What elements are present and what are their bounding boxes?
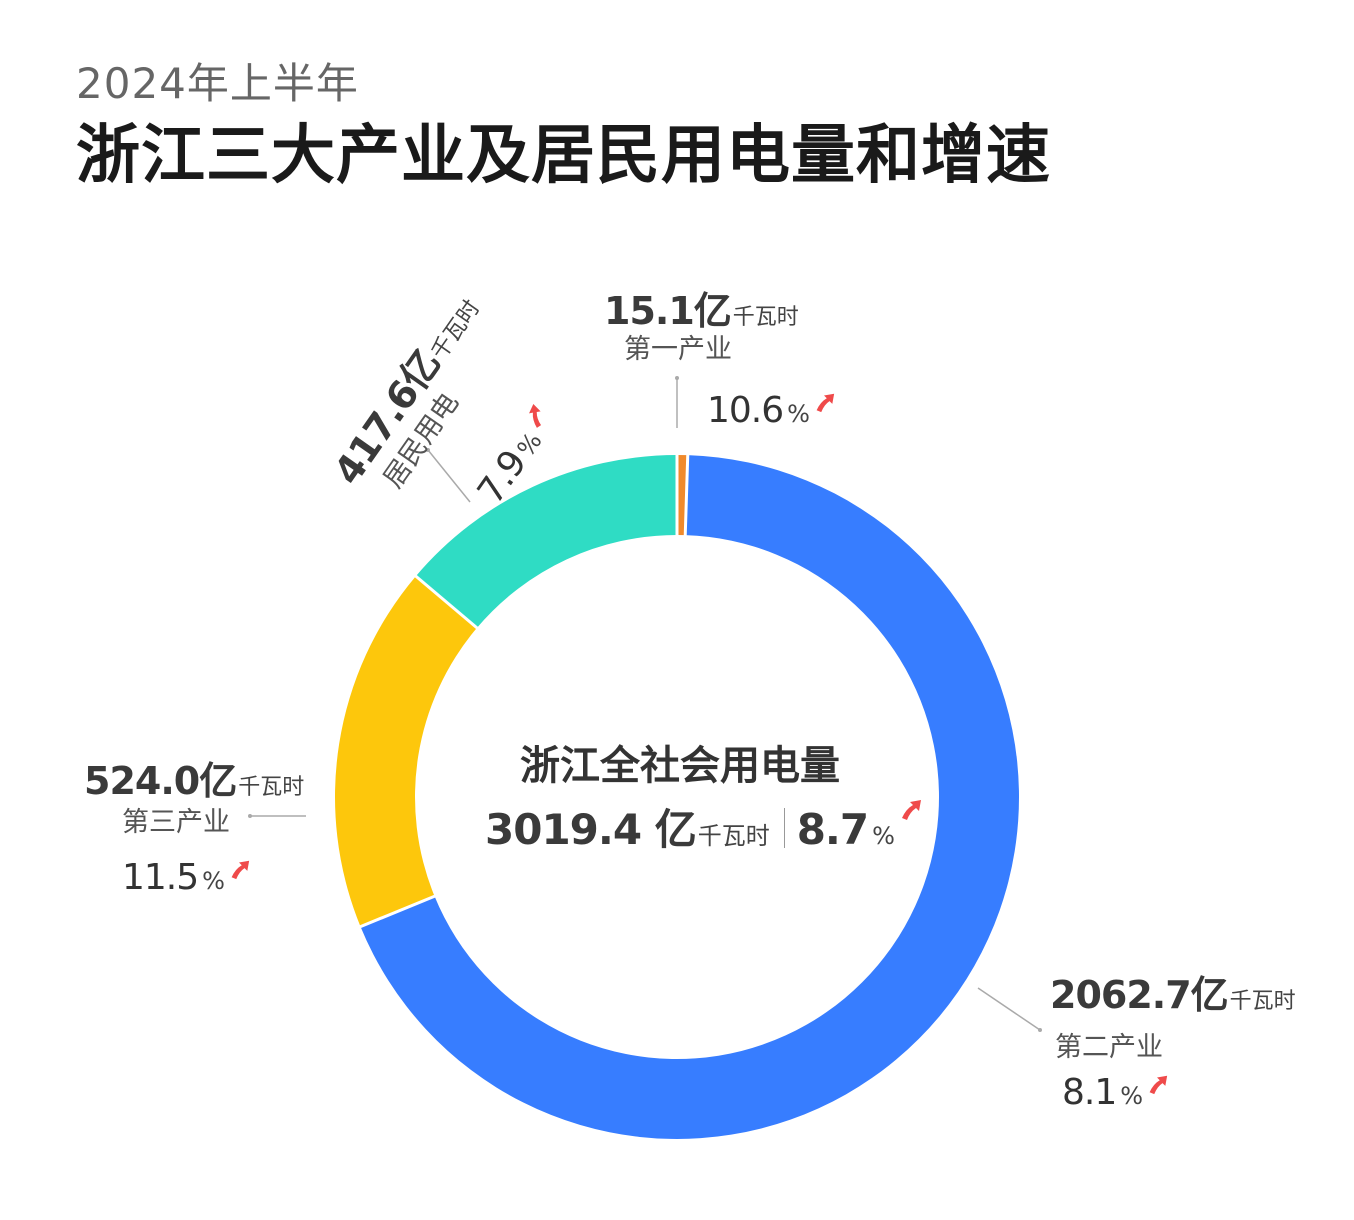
slice-tertiary [335, 576, 477, 927]
chart-subtitle: 2024年上半年 [76, 59, 359, 108]
leader-dot-secondary [1038, 1028, 1042, 1032]
up-arrow-icon [816, 393, 835, 413]
value-primary: 15.1亿 [604, 289, 732, 333]
slice-separator [413, 573, 480, 631]
growth-tertiary: 11.5 [122, 857, 199, 898]
label-value-primary: 15.1亿千瓦时 [604, 280, 799, 335]
leader-dot-residential [426, 448, 430, 452]
label-name-tertiary: 第三产业 [122, 807, 230, 838]
growth-unit-primary: % [787, 400, 810, 428]
label-name-secondary: 第二产业 [1055, 1032, 1163, 1063]
leader-dot-primary [675, 376, 679, 380]
center-divider [783, 808, 785, 848]
up-arrow-icon [1149, 1075, 1168, 1095]
center-growth-unit: % [872, 822, 895, 850]
center-title: 浙江全社会用电量 [520, 742, 840, 789]
label-growth-residential: 7.9% [470, 400, 565, 512]
label-value-secondary: 2062.7亿千瓦时 [1050, 964, 1296, 1019]
center-total: 3019.4 亿千瓦时 8.7% [485, 796, 923, 857]
unit-tertiary: 千瓦时 [238, 775, 305, 800]
slice-residential [415, 455, 677, 628]
chart-title: 浙江三大产业及居民用电量和增速 [76, 118, 1051, 193]
unit-secondary: 千瓦时 [1229, 989, 1296, 1014]
label-growth-secondary: 8.1% [1062, 1072, 1169, 1113]
label-growth-tertiary: 11.5% [122, 857, 251, 898]
center-total-value: 3019.4 亿 [485, 805, 697, 854]
leader-line-secondary [977, 987, 1041, 1031]
up-arrow-icon [231, 860, 250, 880]
growth-secondary: 8.1 [1062, 1072, 1117, 1113]
value-secondary: 2062.7亿 [1050, 973, 1229, 1017]
leader-line-residential [427, 449, 471, 503]
growth-unit-tertiary: % [202, 867, 225, 895]
up-arrow-icon [901, 800, 921, 820]
leader-dot-tertiary [248, 814, 252, 818]
center-total-unit: 千瓦时 [697, 822, 770, 850]
growth-unit-secondary: % [1120, 1082, 1144, 1110]
slice-separator [358, 894, 437, 929]
center-growth-value: 8.7 [796, 805, 869, 854]
label-growth-primary: 10.6% [707, 390, 836, 431]
label-name-primary: 第一产业 [624, 334, 732, 365]
value-tertiary: 524.0亿 [84, 759, 237, 803]
slice-separator [683, 453, 690, 538]
growth-primary: 10.6 [707, 390, 784, 431]
unit-primary: 千瓦时 [732, 305, 799, 330]
up-arrow-icon [529, 403, 542, 428]
label-value-tertiary: 524.0亿千瓦时 [84, 750, 304, 805]
